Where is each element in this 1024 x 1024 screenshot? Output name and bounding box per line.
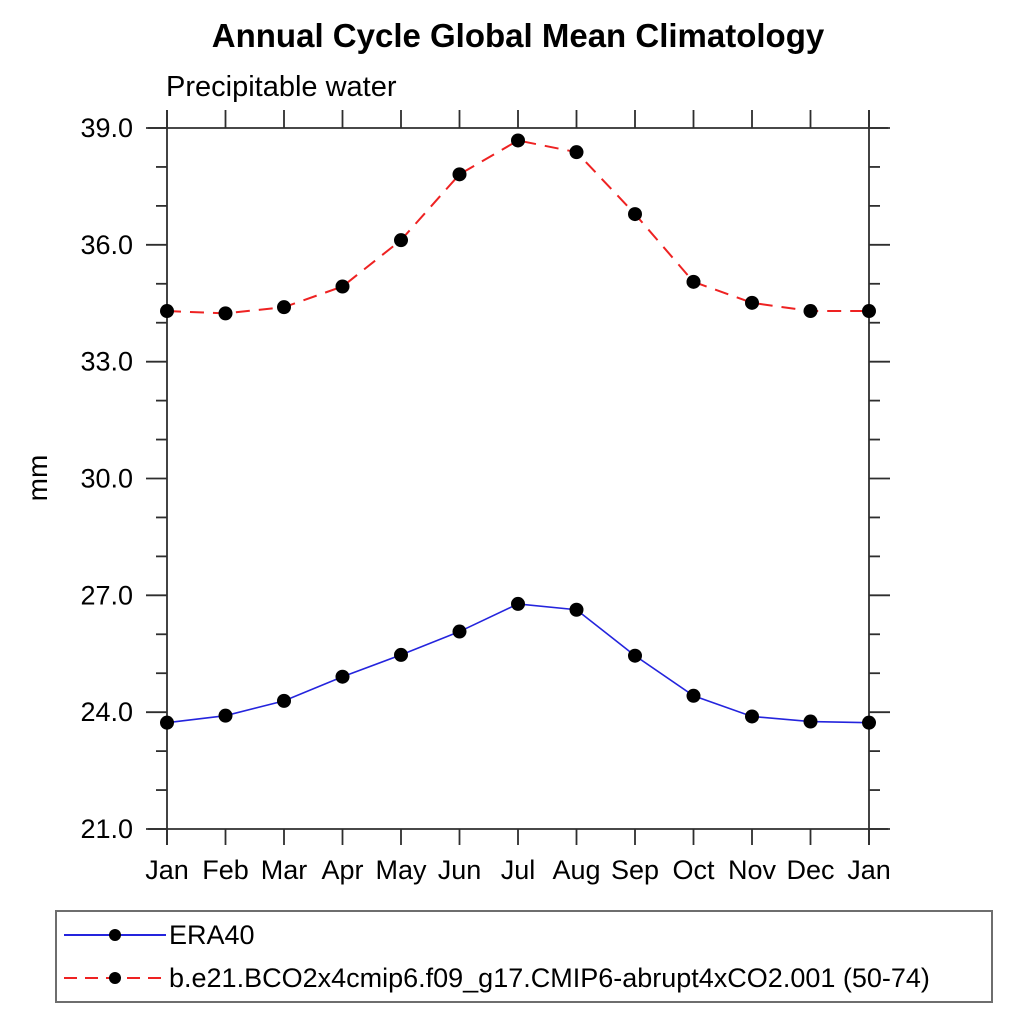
x-tick-label: Aug: [552, 855, 600, 885]
x-tick-label: Sep: [611, 855, 659, 885]
data-point-marker: [686, 274, 701, 289]
legend-box: ERA40 b.e21.BCO2x4cmip6.f09_g17.CMIP6-ab…: [55, 910, 993, 1003]
legend-label-era40: ERA40: [169, 919, 255, 950]
y-tick-label: 36.0: [80, 230, 133, 260]
x-tick-label: May: [375, 855, 427, 885]
y-tick-label: 27.0: [80, 580, 133, 610]
data-point-marker: [335, 279, 350, 294]
data-point-marker: [160, 304, 174, 319]
x-tick-labels: Jan Feb Mar Apr May Jun Jul Aug Sep Oct Nov Dec Jan: [145, 855, 891, 885]
x-tick-label: Nov: [728, 855, 777, 885]
y-tick-label: 24.0: [80, 697, 133, 727]
x-tick-label: Jan: [145, 855, 189, 885]
data-point-marker: [394, 647, 408, 662]
data-point-marker: [803, 304, 818, 319]
data-point-marker: [394, 233, 408, 248]
y-tick-label: 39.0: [80, 113, 133, 143]
plot-area: Jan Feb Mar Apr May Jun Jul Aug Sep Oct Nov Dec Jan 2…: [80, 110, 891, 885]
y-tick-label: 30.0: [80, 464, 133, 494]
chart-subtitle: Precipitable water: [166, 71, 397, 103]
x-tick-label: Jan: [847, 855, 891, 885]
series-era40: [160, 596, 876, 730]
data-point-marker: [745, 295, 759, 310]
y-tick-label: 33.0: [80, 347, 133, 377]
series-line: [166, 603, 870, 724]
data-point-marker: [569, 145, 584, 160]
series-model: [160, 133, 876, 321]
data-point-marker: [452, 624, 467, 639]
x-tick-label: Dec: [786, 855, 834, 885]
data-point-marker: [218, 306, 233, 321]
legend-item-era40: ERA40: [57, 915, 991, 955]
data-point-marker: [628, 648, 642, 663]
data-point-marker: [277, 693, 291, 708]
x-tick-label: Feb: [202, 855, 249, 885]
x-tick-label: Jun: [438, 855, 482, 885]
x-tick-label: Oct: [672, 855, 715, 885]
data-point-marker: [803, 714, 818, 729]
legend-label-model: b.e21.BCO2x4cmip6.f09_g17.CMIP6-abrupt4x…: [169, 962, 930, 993]
legend-item-model: b.e21.BCO2x4cmip6.f09_g17.CMIP6-abrupt4x…: [57, 958, 991, 998]
data-point-marker: [745, 709, 759, 724]
data-point-marker: [160, 715, 174, 730]
data-point-marker: [511, 133, 525, 148]
x-tick-label: Apr: [321, 855, 363, 885]
data-point-marker: [277, 300, 291, 315]
axes: [146, 110, 890, 845]
y-tick-labels: 21.0 24.0 27.0 30.0 33.0 36.0 39.0: [80, 113, 133, 844]
y-tick-label: 21.0: [80, 814, 133, 844]
data-point-marker: [686, 688, 701, 703]
data-point-marker: [862, 715, 876, 730]
x-tick-label: Jul: [501, 855, 536, 885]
data-point-marker: [218, 708, 233, 723]
data-point-marker: [569, 602, 584, 617]
chart-title: Annual Cycle Global Mean Climatology: [211, 17, 825, 54]
data-point-marker: [862, 304, 876, 319]
legend-line-sample-solid: [64, 929, 166, 941]
data-point-marker: [452, 167, 467, 182]
x-tick-label: Mar: [261, 855, 308, 885]
data-point-marker: [511, 596, 525, 611]
data-point-marker: [628, 207, 642, 222]
data-point-marker: [335, 669, 350, 684]
series-line: [166, 139, 869, 315]
legend-line-sample-dashed: [64, 972, 166, 984]
